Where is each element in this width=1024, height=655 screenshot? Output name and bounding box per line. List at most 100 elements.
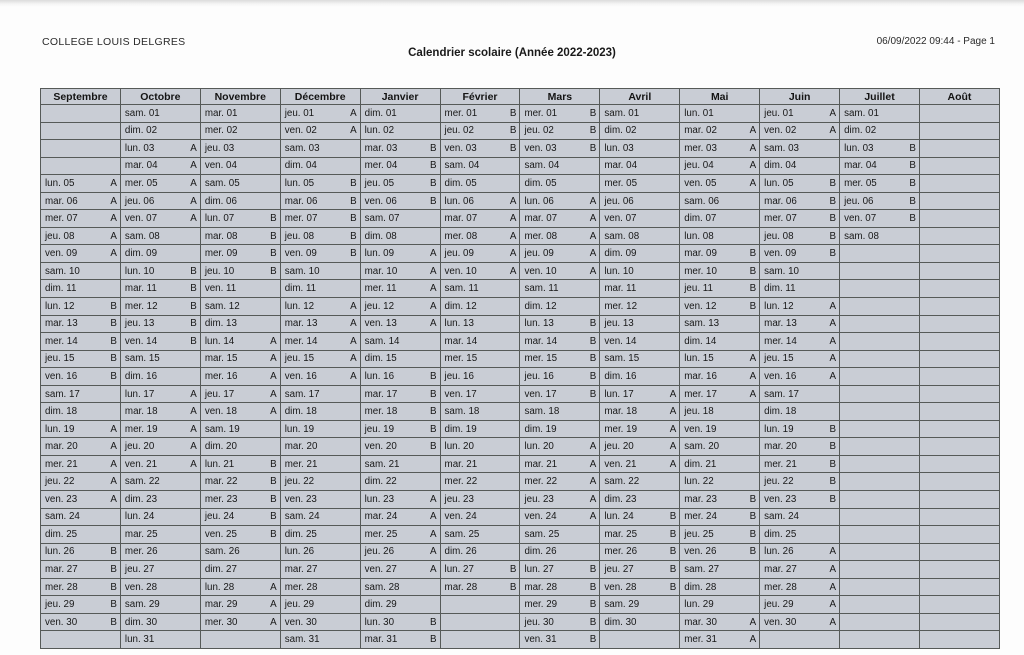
day-label: mar. 25 — [124, 528, 158, 540]
day-cell: dim. 12 — [519, 297, 601, 316]
day-cell: jeu. 23 A — [519, 490, 601, 509]
day-cell: mar. 14 — [439, 332, 521, 351]
day-cell: ven. 12 B — [679, 297, 761, 316]
day-label: dim. 12 — [524, 300, 557, 312]
day-label: lun. 13 — [524, 318, 554, 330]
day-cell: mer. 01 B — [439, 104, 521, 123]
day-label: ven. 17 — [524, 388, 557, 400]
week-group-letter: B — [350, 177, 357, 189]
day-label: mar. 24 — [364, 511, 398, 523]
week-group-letter: A — [429, 493, 437, 505]
day-label: mer. 07 — [764, 213, 797, 225]
day-cell: mer. 05 A — [119, 174, 201, 193]
day-label: lun. 15 — [684, 353, 714, 365]
day-label: dim. 12 — [444, 300, 477, 312]
day-label: ven. 20 — [364, 441, 397, 453]
empty-cell — [918, 630, 1001, 649]
day-label: mer. 07 — [45, 213, 78, 225]
day-label: jeu. 23 — [524, 493, 554, 505]
page-top-shadow — [0, 0, 1024, 7]
day-cell: dim. 11 — [40, 279, 121, 299]
day-cell: ven. 28 — [119, 577, 201, 597]
week-group-letter: A — [589, 265, 597, 277]
day-label: sam. 17 — [45, 388, 80, 400]
day-label: ven. 18 — [204, 406, 237, 418]
day-label: mar. 06 — [764, 195, 797, 207]
day-cell: jeu. 12 A — [359, 297, 441, 316]
day-label: dim. 07 — [684, 213, 717, 225]
day-label: sam. 05 — [204, 177, 240, 189]
day-label: mer. 11 — [364, 283, 397, 295]
day-label: mer. 04 — [364, 160, 398, 172]
calendar-month-header-row: Septembre Octobre Novembre Décembre Janvier F… — [40, 88, 1001, 105]
day-label: jeu. 12 — [364, 300, 395, 312]
day-label: lun. 09 — [364, 248, 395, 260]
day-label: ven. 09 — [45, 248, 78, 260]
day-label: mar. 01 — [204, 107, 238, 119]
day-label: ven. 21 — [124, 458, 158, 470]
day-cell: sam. 13 — [679, 314, 761, 334]
day-cell: dim. 05 — [439, 174, 521, 193]
week-group-letter: A — [270, 406, 277, 418]
day-label: mar. 03 — [364, 142, 398, 154]
day-cell: mer. 05 — [599, 174, 681, 193]
day-cell: mar. 04 B — [839, 156, 920, 176]
week-group-letter: B — [429, 406, 437, 418]
empty-cell — [599, 630, 681, 649]
day-label: sam. 21 — [364, 458, 400, 470]
week-group-letter: B — [429, 388, 437, 400]
empty-cell — [918, 279, 1001, 299]
day-cell: mar. 06 A — [40, 191, 121, 211]
day-cell: mer. 14 A — [279, 332, 361, 351]
day-label: mar. 14 — [524, 335, 558, 347]
week-group-letter: A — [749, 388, 757, 400]
week-group-letter: B — [270, 476, 277, 488]
day-label: mer. 30 — [204, 616, 238, 628]
day-cell: dim. 26 — [519, 542, 601, 562]
day-cell: jeu. 27 — [119, 560, 201, 579]
week-group-letter: A — [509, 230, 517, 242]
day-label: mer. 09 — [204, 248, 238, 260]
week-group-letter: A — [589, 230, 597, 242]
day-cell: dim. 02 — [599, 121, 681, 141]
day-cell: jeu. 26 A — [359, 542, 441, 562]
day-label: dim. 30 — [124, 616, 158, 628]
week-group-letter: B — [909, 142, 916, 154]
day-cell: mar. 27 B — [40, 560, 121, 579]
day-label: ven. 16 — [764, 370, 797, 382]
week-group-letter: B — [509, 107, 517, 119]
week-group-letter: B — [589, 563, 597, 575]
day-label: dim. 11 — [45, 283, 77, 295]
day-label: ven. 17 — [444, 388, 477, 400]
day-label: mar. 18 — [124, 406, 158, 418]
day-label: lun. 21 — [204, 458, 235, 470]
day-label: dim. 01 — [364, 107, 397, 119]
day-cell: dim. 22 — [359, 472, 441, 492]
week-group-letter: B — [110, 546, 117, 558]
day-cell: sam. 01 — [599, 104, 681, 123]
day-label: dim. 16 — [124, 370, 158, 382]
day-label: mer. 19 — [604, 423, 638, 435]
day-cell: ven. 05 A — [679, 174, 761, 193]
week-group-letter: B — [190, 283, 197, 295]
day-cell: jeu. 13 — [599, 314, 681, 334]
day-label: mar. 10 — [364, 265, 398, 277]
week-group-letter: B — [270, 493, 277, 505]
week-group-letter: B — [589, 388, 597, 400]
week-group-letter: B — [589, 335, 597, 347]
week-group-letter: A — [110, 195, 117, 207]
week-group-letter: A — [749, 160, 757, 172]
week-group-letter: B — [589, 107, 597, 119]
empty-cell — [918, 156, 1001, 176]
day-cell: mar. 01 — [199, 104, 281, 123]
day-cell: mer. 19 A — [119, 419, 201, 439]
day-label: dim. 18 — [764, 406, 797, 418]
day-label: jeu. 01 — [284, 107, 315, 119]
day-label: sam. 04 — [444, 160, 480, 172]
day-cell: jeu. 22 B — [759, 472, 841, 492]
month-header: Décembre — [279, 88, 361, 105]
day-cell: jeu. 16 — [439, 367, 521, 386]
